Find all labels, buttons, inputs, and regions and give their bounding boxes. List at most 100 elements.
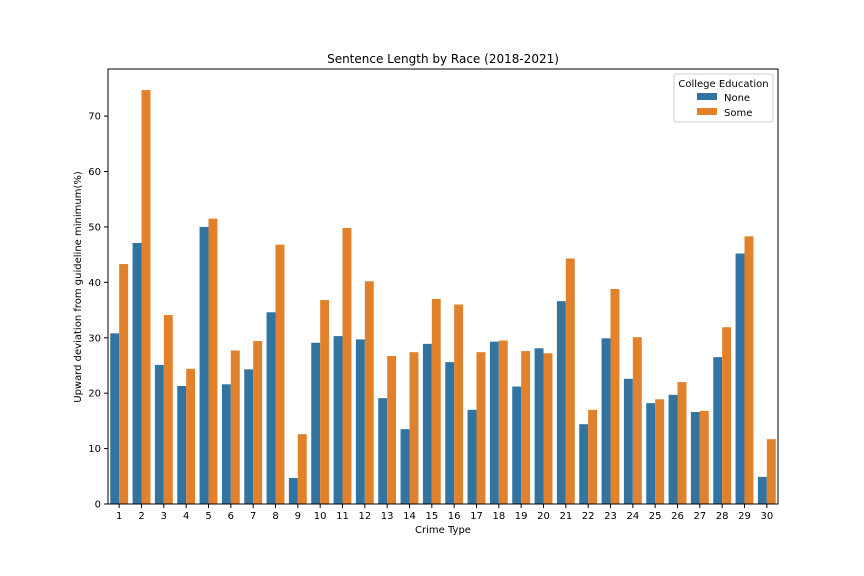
plot-frame [107,68,779,505]
x-tick-label: 10 [314,511,327,522]
bar-some-3 [163,315,173,504]
bar-none-27 [690,412,700,504]
bar-some-6 [230,350,240,504]
y-tick-label: 0 [95,500,101,511]
bar-none-20 [534,348,544,504]
y-tick-label: 30 [88,333,101,344]
bar-none-7 [244,369,254,504]
bar-none-11 [333,336,343,504]
bar-some-29 [744,236,754,504]
x-tick-label: 8 [272,511,278,522]
bar-some-4 [186,368,196,504]
bar-none-28 [713,357,723,504]
x-tick-label: 24 [626,511,639,522]
x-tick-label: 30 [760,511,773,522]
bar-none-22 [579,424,589,504]
bar-none-2 [132,243,142,504]
bar-none-10 [311,342,321,504]
bar-some-28 [722,327,732,504]
y-tick-label: 70 [88,112,101,123]
x-tick-label: 21 [559,511,572,522]
bar-some-26 [677,382,687,504]
bar-some-16 [454,304,464,504]
bar-none-8 [266,312,276,504]
bar-none-16 [445,362,455,504]
bar-some-13 [387,356,397,504]
bar-none-29 [735,253,745,504]
bar-none-5 [199,226,209,504]
y-axis: 0 10 20 30 40 50 60 70 [88,112,108,511]
bar-some-27 [699,410,709,504]
x-tick-label: 12 [358,511,371,522]
bar-none-15 [422,343,432,504]
x-tick-label: 2 [138,511,144,522]
x-tick-label: 7 [250,511,256,522]
bar-some-5 [208,218,218,504]
bar-none-6 [221,384,231,504]
x-tick-label: 18 [492,511,505,522]
bar-none-12 [355,339,365,504]
y-tick-label: 50 [88,222,101,233]
bar-some-2 [141,90,151,504]
x-tick-label: 29 [738,511,751,522]
x-tick-label: 23 [604,511,617,522]
x-tick-label: 14 [403,511,416,522]
bar-none-9 [288,477,298,504]
x-tick-label: 6 [228,511,234,522]
y-tick-label: 40 [88,278,101,289]
bar-some-11 [342,228,352,505]
bar-some-12 [364,281,374,504]
x-tick-label: 1 [116,511,122,522]
y-tick-label: 10 [88,444,101,455]
chart-title: Sentence Length by Race (2018-2021) [327,52,559,66]
legend-label-none: None [724,93,750,104]
bar-none-23 [601,338,611,504]
bar-some-17 [476,352,486,504]
bar-some-22 [588,409,598,504]
x-tick-label: 9 [295,511,301,522]
x-tick-label: 5 [205,511,211,522]
x-tick-label: 20 [537,511,550,522]
bar-none-1 [110,333,120,504]
x-tick-label: 19 [515,511,528,522]
bar-some-30 [766,439,776,504]
bar-some-9 [297,434,307,504]
bar-some-25 [655,399,665,504]
x-tick-label: 13 [381,511,394,522]
y-tick-label: 20 [88,389,101,400]
bar-none-3 [154,364,164,504]
bar-none-26 [668,394,678,504]
bar-some-19 [521,351,531,504]
y-axis-title: Upward deviation from guideline minimum(… [73,171,84,403]
bar-none-21 [556,301,566,504]
bar-none-17 [467,409,477,504]
y-tick-label: 60 [88,167,101,178]
bar-some-23 [610,288,620,504]
bar-some-10 [320,300,330,504]
legend-swatch-some [697,108,717,115]
x-tick-label: 16 [448,511,461,522]
bar-none-25 [646,403,656,504]
bar-none-4 [177,385,187,504]
legend-label-some: Some [724,108,752,119]
x-tick-label: 4 [183,511,189,522]
bar-some-20 [543,353,553,504]
legend-swatch-none [697,93,717,100]
bar-none-30 [757,476,767,504]
bar-none-24 [623,378,633,504]
x-axis-title: Crime Type [415,525,471,536]
x-tick-label: 22 [582,511,595,522]
bar-some-18 [498,340,508,504]
x-tick-label: 11 [336,511,349,522]
bar-none-18 [489,341,499,504]
bar-some-7 [253,341,263,504]
legend: College Education None Some [673,73,774,123]
legend-title: College Education [678,79,768,90]
x-tick-label: 3 [161,511,167,522]
x-tick-label: 28 [716,511,729,522]
x-tick-label: 17 [470,511,483,522]
bar-some-21 [565,258,575,504]
bar-some-1 [119,264,129,504]
bar-some-15 [431,298,441,504]
